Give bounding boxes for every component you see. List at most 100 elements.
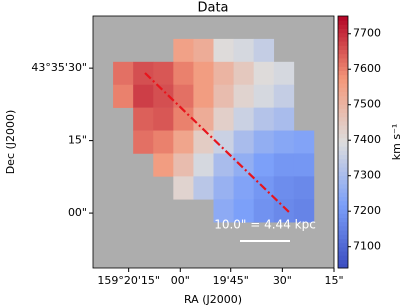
colorbar-tick-label: 7300	[353, 169, 381, 182]
pixel	[153, 107, 174, 131]
colorbar-segment	[338, 62, 348, 67]
colorbar-tick-label: 7500	[353, 98, 381, 111]
pixel	[153, 84, 174, 108]
colorbar-segment	[338, 79, 348, 84]
colorbar-segment	[338, 58, 348, 63]
colorbar-segment	[338, 100, 348, 105]
pixel	[213, 61, 234, 86]
colorbar-segment	[338, 133, 348, 139]
pixel	[253, 199, 275, 223]
colorbar-segment	[338, 163, 348, 168]
colorbar-segment	[338, 45, 348, 50]
pixel	[293, 199, 315, 223]
pixel	[213, 153, 234, 177]
pixel	[173, 130, 194, 154]
colorbar-segment	[338, 108, 348, 113]
pixel	[173, 153, 194, 177]
pixel	[213, 84, 234, 108]
pixel	[233, 176, 254, 200]
pixel	[133, 107, 154, 131]
colorbar-tick-label: 7700	[353, 27, 381, 40]
colorbar-frame	[337, 15, 349, 269]
pixel	[233, 199, 254, 223]
position-angle-line	[144, 72, 291, 214]
pixel	[253, 130, 275, 154]
colorbar-segment	[338, 83, 348, 88]
pixel	[113, 61, 134, 86]
colorbar-segment	[338, 192, 348, 197]
colorbar-segment	[338, 205, 348, 210]
pixel	[133, 130, 154, 154]
colorbar-segment	[338, 49, 348, 55]
colorbar-tick-label: 7600	[353, 62, 381, 75]
pixel	[273, 61, 295, 86]
pixel	[113, 84, 134, 108]
pixel	[213, 38, 234, 63]
colorbar-tick-label: 7100	[353, 240, 381, 253]
pixel	[193, 153, 214, 177]
colorbar-segment	[338, 196, 348, 202]
colorbar-segment	[338, 87, 348, 92]
pixel	[233, 61, 254, 86]
y-axis-label: Dec (J2000)	[4, 110, 17, 175]
colorbar-segment	[338, 263, 348, 269]
pixel	[213, 199, 234, 223]
colorbar-segment	[338, 188, 348, 193]
pixel	[193, 107, 214, 131]
pixel	[233, 84, 254, 108]
colorbar-segment	[338, 95, 348, 101]
colorbar-segment	[338, 242, 348, 248]
pixel	[233, 130, 254, 154]
pixel	[273, 130, 295, 154]
colorbar-segment	[338, 28, 348, 34]
pixel	[173, 176, 194, 200]
pixel	[133, 84, 154, 108]
colorbar-segment	[338, 238, 348, 244]
pixel	[193, 130, 214, 154]
pixel	[233, 153, 254, 177]
colorbar-segment	[338, 125, 348, 130]
colorbar-segment	[338, 217, 348, 223]
pixel	[273, 153, 295, 177]
pixel	[253, 153, 275, 177]
colorbar-segment	[338, 137, 348, 143]
scale-annotation: 10.0" = 4.44 kpc	[214, 218, 316, 232]
colorbar-segment	[338, 251, 348, 256]
colorbar-segment	[338, 20, 348, 25]
x-axis-label: RA (J2000)	[184, 293, 242, 306]
x-tick-label: 159°20'15"	[97, 274, 160, 287]
colorbar-segment	[338, 247, 348, 252]
x-tick-label: 00"	[171, 274, 190, 287]
pixel	[293, 153, 315, 177]
pixel	[273, 107, 295, 131]
colorbar-segment	[338, 259, 348, 265]
pixel	[213, 176, 234, 200]
pixel	[193, 61, 214, 86]
pixel	[173, 107, 194, 131]
pixel	[253, 38, 275, 63]
y-tick-label: 00"	[68, 206, 87, 219]
colorbar-segment	[338, 213, 348, 218]
pixel	[273, 176, 295, 200]
colorbar-label: km s⁻¹	[390, 124, 403, 161]
colorbar-segment	[338, 167, 348, 172]
colorbar-segment	[338, 154, 348, 160]
colorbar-segment	[338, 171, 348, 176]
colorbar-segment	[338, 112, 348, 118]
colorbar-tick-label: 7200	[353, 204, 381, 217]
pixel	[233, 107, 254, 131]
colorbar-segment	[338, 179, 348, 185]
colorbar-segment	[338, 37, 348, 42]
pixel	[133, 61, 154, 86]
x-tick-label: 15"	[324, 274, 343, 287]
colorbar-segment	[338, 221, 348, 227]
pixel	[193, 38, 214, 63]
pixel	[233, 38, 254, 63]
pixel	[213, 107, 234, 131]
pixel	[253, 107, 275, 131]
pixel	[253, 84, 275, 108]
pixel	[213, 130, 234, 154]
colorbar-segment	[338, 104, 348, 109]
pixel	[153, 61, 174, 86]
